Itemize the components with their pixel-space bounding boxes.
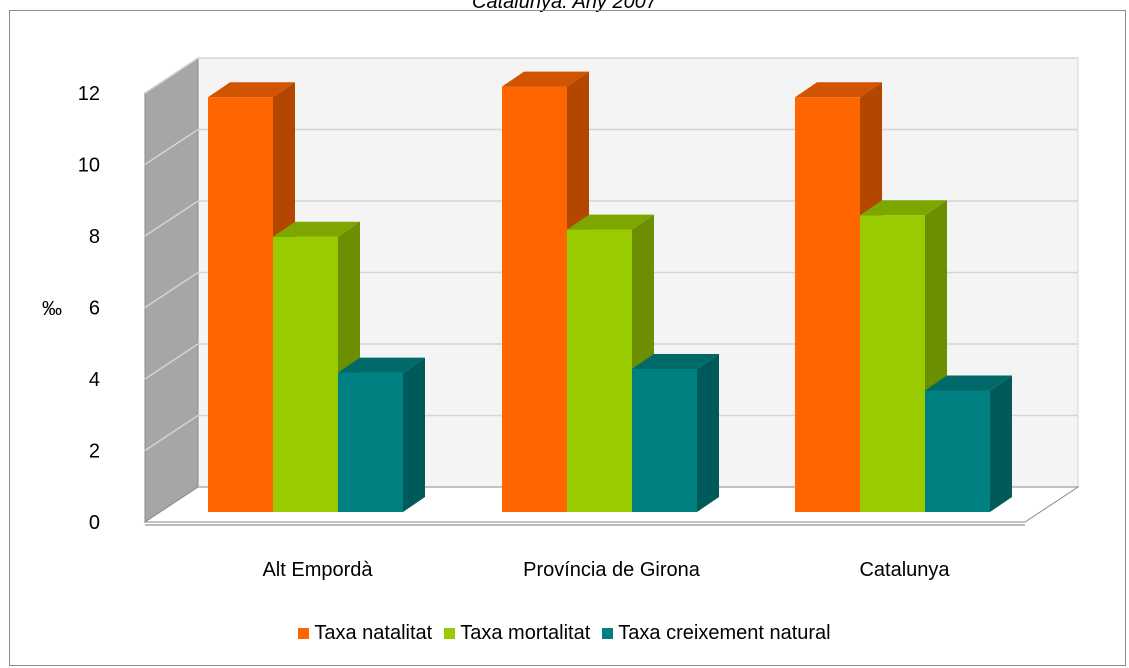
- bar-front: [502, 86, 567, 512]
- gridline-side: [144, 128, 199, 166]
- legend-item: Taxa mortalitat: [444, 622, 590, 645]
- bar-top: [208, 82, 295, 98]
- legend-label: Taxa mortalitat: [460, 622, 591, 644]
- x-category-label: Província de Girona: [523, 559, 701, 581]
- legend-swatch: [602, 628, 614, 639]
- bar-front: [632, 369, 697, 512]
- x-category-label: Alt Empordà: [262, 559, 373, 581]
- bar-front: [860, 215, 925, 512]
- y-tick-label: 2: [89, 441, 100, 463]
- gridline-side: [144, 200, 199, 237]
- bar-side: [697, 354, 719, 512]
- bars: [208, 71, 1012, 513]
- gridline-side: [144, 414, 199, 452]
- bar-front: [338, 372, 403, 512]
- y-tick-label: 12: [78, 83, 100, 105]
- bar-top: [632, 354, 719, 369]
- x-category-label: Catalunya: [859, 559, 950, 581]
- legend-label: Taxa creixement natural: [618, 622, 831, 644]
- bar-side: [990, 375, 1012, 512]
- legend-item: Taxa creixement natural: [602, 622, 831, 645]
- legend-swatch: [298, 628, 310, 639]
- legend: Taxa natalitat Taxa mortalitat Taxa creixe…: [0, 622, 1129, 645]
- bar-top: [567, 214, 654, 230]
- y-ticks: 0 2 4 6 8 10 12: [78, 83, 100, 534]
- y-tick-label: 10: [78, 155, 100, 177]
- legend-swatch: [444, 628, 456, 639]
- gridline-side: [144, 57, 199, 94]
- bar-top: [860, 200, 947, 216]
- legend-item: Taxa natalitat: [298, 622, 432, 645]
- bar-front: [273, 236, 338, 512]
- bar-front: [925, 390, 990, 512]
- y-tick-label: 0: [89, 512, 100, 534]
- bar-top: [795, 82, 882, 98]
- bar-top: [273, 221, 360, 237]
- bar-front: [208, 97, 273, 513]
- gridline-side: [144, 343, 199, 380]
- gridline-side: [144, 271, 199, 309]
- x-labels: Alt Empordà Província de Girona Catalunya: [262, 559, 950, 581]
- y-tick-label: 4: [89, 369, 100, 391]
- bar-front: [795, 97, 860, 513]
- chart-frame: [9, 10, 1126, 666]
- bar-side: [403, 357, 425, 512]
- y-tick-label: 8: [89, 226, 100, 248]
- legend-label: Taxa natalitat: [314, 622, 433, 644]
- y-tick-label: 6: [89, 298, 100, 320]
- y-axis-label: ‰: [42, 298, 62, 320]
- bar-top: [925, 375, 1012, 391]
- bar-top: [338, 357, 425, 373]
- bar-front: [567, 229, 632, 512]
- bar: [925, 375, 1012, 512]
- bar: [632, 354, 719, 512]
- chart-title: Catalunya. Any 2007: [472, 0, 657, 13]
- bar: [338, 357, 425, 512]
- bar-top: [502, 71, 589, 87]
